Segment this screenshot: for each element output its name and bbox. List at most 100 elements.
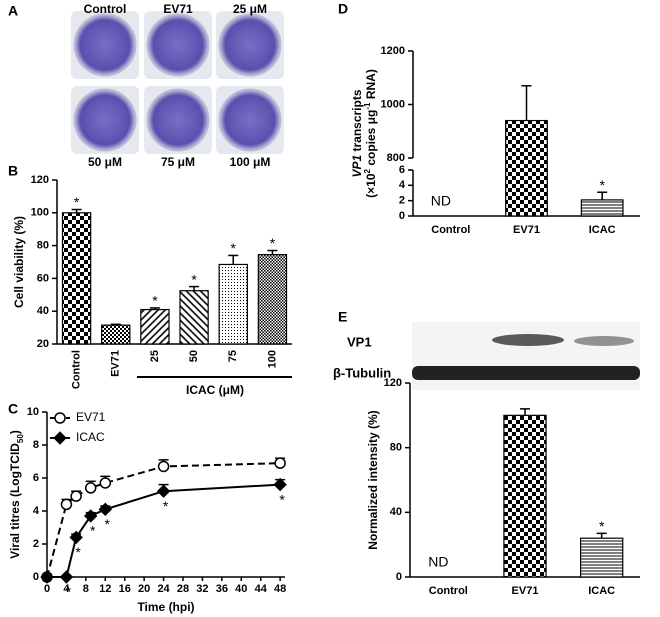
y-tick-label: 100 bbox=[31, 207, 49, 219]
y-axis-label-part: ) bbox=[8, 430, 22, 434]
y-tick-label: 4 bbox=[33, 505, 40, 517]
y-tick-label: 800 bbox=[387, 152, 405, 164]
significance: * bbox=[599, 518, 605, 534]
blot-band bbox=[574, 336, 634, 346]
x-tick-label: 48 bbox=[274, 583, 286, 595]
y-tick-label: 1200 bbox=[381, 45, 405, 57]
panel-label: B bbox=[8, 163, 18, 179]
well bbox=[218, 13, 282, 77]
legend-label: EV71 bbox=[76, 410, 106, 424]
well bbox=[146, 13, 210, 77]
well bbox=[73, 88, 137, 152]
y-axis-label-part: 50 bbox=[16, 434, 25, 443]
y-tick-label: 6 bbox=[399, 164, 405, 176]
marker bbox=[59, 570, 74, 584]
significance: * bbox=[152, 293, 158, 309]
y-axis-label-part: (×10 bbox=[364, 173, 378, 198]
y-axis-label-part: Cell viability (%) bbox=[12, 216, 26, 308]
x-tick-label: 36 bbox=[216, 583, 228, 595]
y-axis-label-part: RNA) bbox=[364, 69, 378, 102]
panel-label: E bbox=[338, 309, 347, 325]
significance: * bbox=[270, 235, 276, 251]
x-tick-label: EV71 bbox=[513, 224, 540, 236]
y-tick-label: 40 bbox=[37, 305, 49, 317]
y-axis-label: VP1 transcripts bbox=[350, 89, 364, 177]
well-label: 100 μM bbox=[230, 155, 271, 169]
marker bbox=[84, 509, 98, 523]
bar bbox=[580, 199, 624, 217]
y-axis-label: Viral titres (LogTCID50) bbox=[8, 430, 24, 559]
x-tick-label: 40 bbox=[235, 583, 247, 595]
significance: * bbox=[191, 271, 197, 287]
y-axis-label: Cell viability (%) bbox=[12, 216, 26, 308]
y-tick-label: 10 bbox=[27, 406, 39, 418]
bar bbox=[140, 308, 170, 345]
well-label: 25 μM bbox=[233, 2, 267, 16]
y-axis-label-part: transcripts bbox=[350, 89, 364, 155]
well bbox=[218, 88, 282, 152]
significance: * bbox=[66, 584, 72, 600]
blot-band bbox=[412, 366, 640, 380]
panel-label: D bbox=[338, 1, 348, 17]
x-tick-label: 16 bbox=[119, 583, 131, 595]
significance: * bbox=[105, 516, 111, 532]
significance: * bbox=[74, 194, 80, 210]
bar bbox=[503, 414, 547, 578]
x-tick-label: 44 bbox=[255, 583, 268, 595]
y-tick-label: 0 bbox=[399, 210, 405, 222]
x-tick-label: EV71 bbox=[110, 350, 122, 377]
marker bbox=[98, 502, 112, 517]
y-tick-label: 1000 bbox=[381, 98, 405, 110]
y-tick-label: 120 bbox=[384, 377, 402, 389]
y-tick-label: 8 bbox=[33, 439, 39, 451]
marker bbox=[273, 477, 287, 492]
marker bbox=[157, 460, 170, 473]
y-tick-label: 80 bbox=[390, 442, 402, 454]
significance: * bbox=[75, 544, 81, 560]
panel-label: A bbox=[8, 3, 18, 19]
marker bbox=[69, 530, 83, 545]
y-axis-label-part: 2 bbox=[363, 168, 372, 173]
x-tick-label: 24 bbox=[157, 583, 170, 595]
panel-label: C bbox=[8, 401, 18, 417]
y-tick-label: 2 bbox=[399, 195, 405, 207]
y-axis-label-part: Viral titres (LogTCID bbox=[8, 443, 22, 559]
x-tick-label: 0 bbox=[44, 583, 50, 595]
marker bbox=[53, 431, 67, 445]
x-tick-label: 20 bbox=[138, 583, 150, 595]
y-axis-label: Normalized intensity (%) bbox=[366, 410, 380, 549]
marker bbox=[60, 498, 73, 511]
legend-label: ICAC bbox=[76, 430, 105, 444]
significance: * bbox=[90, 523, 96, 539]
x-tick-label: 8 bbox=[83, 583, 89, 595]
y-axis-label-part: VP1 bbox=[350, 155, 364, 178]
x-tick-label: EV71 bbox=[512, 585, 539, 597]
y-tick-label: 0 bbox=[33, 571, 39, 583]
bar bbox=[505, 119, 548, 217]
well-label: 50 μM bbox=[88, 155, 122, 169]
significance: * bbox=[231, 240, 237, 256]
y-axis-label-part: copies μg bbox=[364, 110, 378, 169]
blot-band bbox=[492, 334, 564, 346]
marker bbox=[40, 570, 54, 584]
y-tick-label: 20 bbox=[37, 338, 49, 350]
y-tick-label: 6 bbox=[33, 472, 39, 484]
x-tick-label: 32 bbox=[196, 583, 208, 595]
value-label: ND bbox=[428, 554, 448, 570]
x-tick-label: 4 bbox=[63, 583, 70, 595]
x-tick-label: ICAC bbox=[589, 224, 616, 236]
x-axis-label: ICAC (μM) bbox=[186, 383, 244, 397]
y-tick-label: 120 bbox=[31, 174, 49, 186]
y-tick-label: 4 bbox=[399, 179, 406, 191]
x-tick-label: ICAC bbox=[588, 585, 615, 597]
significance: * bbox=[599, 177, 605, 193]
x-tick-label: Control bbox=[429, 585, 468, 597]
marker bbox=[70, 490, 82, 502]
blot-label: VP1 bbox=[347, 334, 372, 349]
axis-break bbox=[405, 159, 411, 169]
x-tick-label: Control bbox=[70, 350, 82, 389]
blot-label: β-Tubulin bbox=[333, 365, 391, 380]
well bbox=[73, 13, 137, 77]
marker bbox=[54, 412, 66, 424]
significance: * bbox=[279, 491, 285, 507]
